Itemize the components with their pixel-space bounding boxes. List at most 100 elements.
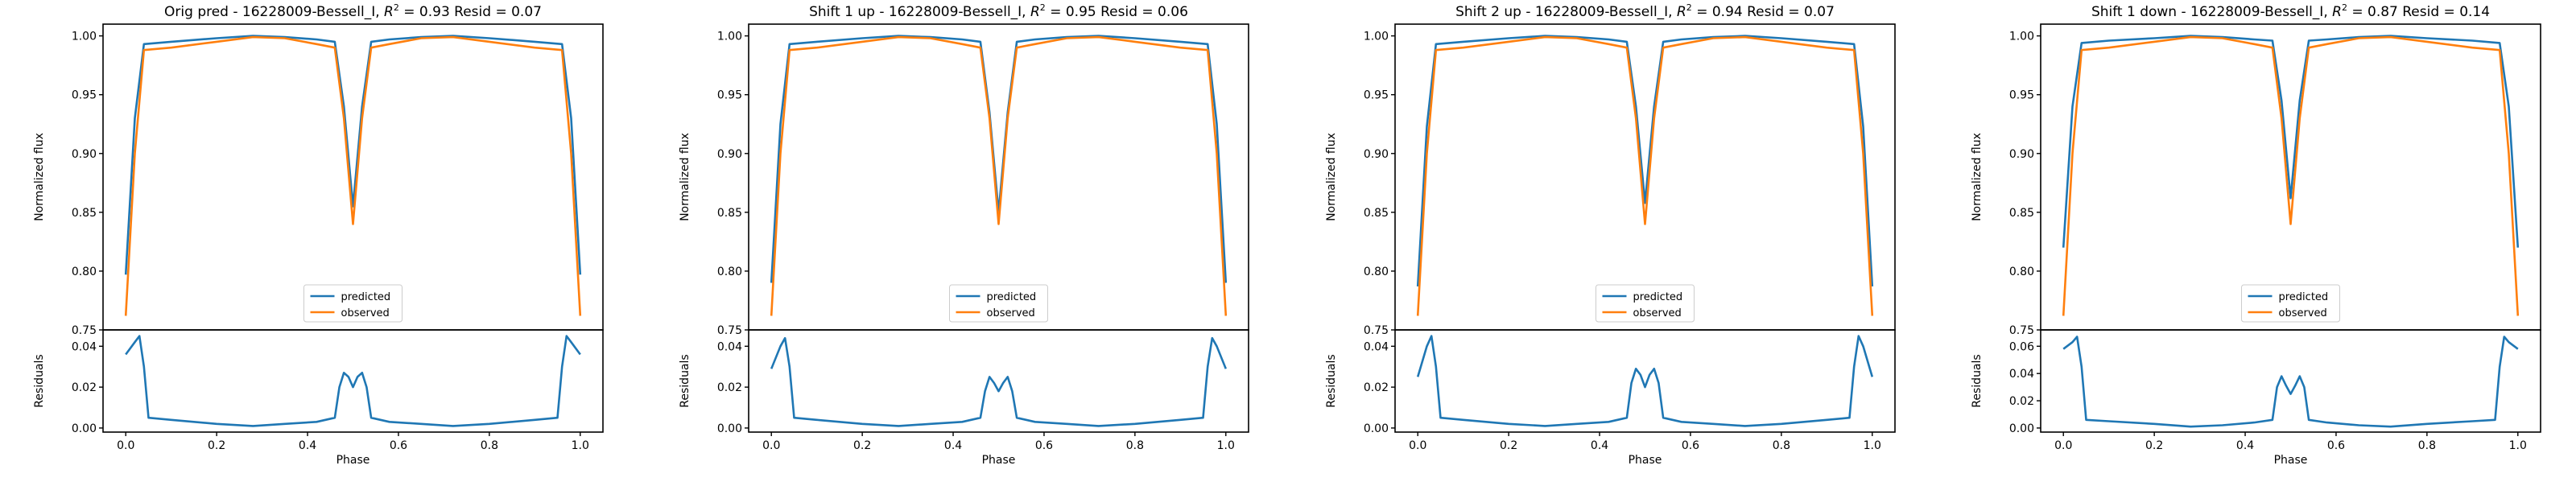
legend-label: observed [1633,307,1682,319]
y-axis-label: Normalized flux [33,133,46,221]
residual-y-tick-label: 0.04 [2009,368,2034,381]
residual-y-tick-label: 0.02 [1364,381,1389,394]
residual-y-tick-label: 0.04 [717,340,742,353]
x-tick-label: 0.4 [944,439,962,452]
x-axis-label: Phase [1629,454,1662,467]
y-tick-label: 0.95 [717,89,742,102]
residual-y-axis-label: Residuals [1971,354,1984,407]
chart-title: Shift 1 down - 16228009-Bessell_I, R2 = … [2091,2,2490,20]
y-tick-label: 0.75 [2009,324,2034,337]
legend-label: observed [341,307,390,319]
x-tick-label: 0.8 [481,439,498,452]
x-tick-label: 0.6 [1035,439,1053,452]
residual-y-tick-label: 0.04 [1364,340,1389,353]
y-tick-label: 1.00 [72,31,97,43]
subplot-1: Orig pred - 16228009-Bessell_I, R2 = 0.9… [33,2,604,467]
x-axis-label: Phase [336,454,370,467]
y-tick-label: 0.90 [1364,148,1389,161]
residual-y-tick-label: 0.02 [717,381,742,394]
x-tick-label: 0.8 [1773,439,1790,452]
y-tick-label: 0.90 [717,148,742,161]
residuals-line [770,336,1228,427]
x-tick-label: 0.4 [2236,439,2254,452]
y-tick-label: 0.85 [2009,207,2034,220]
main-axes-frame [102,23,604,331]
residual-y-tick-label: 0.00 [72,422,97,435]
residuals-line [2062,336,2519,428]
legend-label: observed [2279,307,2327,319]
x-tick-label: 1.0 [2509,439,2527,452]
x-tick-label: 0.6 [390,439,407,452]
x-tick-label: 1.0 [572,439,589,452]
x-tick-label: 0.0 [762,439,780,452]
residual-axes-frame [2040,329,2541,433]
y-tick-label: 1.00 [2009,31,2034,43]
y-tick-label: 0.80 [2009,266,2034,278]
legend-label: predicted [341,291,391,303]
y-axis-label: Normalized flux [1971,133,1984,221]
y-tick-label: 1.00 [717,31,742,43]
predicted-line [2062,35,2520,248]
residuals-line [1416,335,1874,427]
legend-label: observed [987,307,1035,319]
y-tick-label: 0.80 [717,266,742,278]
x-axis-label: Phase [2274,454,2308,467]
y-tick-label: 0.90 [72,148,97,161]
x-tick-label: 0.2 [208,439,225,452]
x-tick-label: 0.4 [299,439,316,452]
residual-axes-frame [748,329,1249,433]
observed-line [124,35,582,316]
y-tick-label: 0.75 [72,324,97,337]
residual-y-axis-label: Residuals [679,354,691,407]
legend-label: predicted [987,291,1037,303]
residual-y-tick-label: 0.00 [2009,422,2034,435]
residual-y-axis-label: Residuals [1325,354,1338,407]
x-tick-label: 1.0 [1864,439,1881,452]
subplot-3: Shift 2 up - 16228009-Bessell_I, R2 = 0.… [1325,2,1896,467]
legend-label: predicted [2279,291,2329,303]
x-tick-label: 0.4 [1591,439,1608,452]
chart-title: Shift 1 up - 16228009-Bessell_I, R2 = 0.… [809,2,1188,20]
residual-y-tick-label: 0.02 [72,381,97,394]
x-tick-label: 0.6 [1682,439,1699,452]
residual-axes-frame [102,329,604,433]
x-axis-label: Phase [982,454,1016,467]
legend-label: predicted [1633,291,1683,303]
predicted-line [770,35,1228,283]
residual-y-tick-label: 0.02 [2009,395,2034,408]
residual-y-tick-label: 0.00 [717,422,742,435]
x-tick-label: 0.8 [1126,439,1144,452]
residual-y-tick-label: 0.00 [1364,422,1389,435]
x-tick-label: 1.0 [1217,439,1235,452]
residual-y-tick-label: 0.04 [72,340,97,353]
y-tick-label: 0.95 [72,89,97,102]
y-axis-label: Normalized flux [679,133,691,221]
y-tick-label: 0.80 [72,266,97,278]
chart-title: Orig pred - 16228009-Bessell_I, R2 = 0.9… [164,2,542,20]
residuals-line [125,335,581,427]
y-tick-label: 0.75 [717,324,742,337]
main-axes-frame [2040,23,2541,331]
observed-line [1416,35,1874,316]
y-tick-label: 0.90 [2009,148,2034,161]
residual-y-tick-label: 0.06 [2009,340,2034,353]
y-tick-label: 0.95 [2009,89,2034,102]
y-tick-label: 0.85 [1364,207,1389,220]
main-axes-frame [748,23,1249,331]
x-tick-label: 0.2 [2145,439,2163,452]
subplot-4: Shift 1 down - 16228009-Bessell_I, R2 = … [1971,2,2541,467]
x-tick-label: 0.2 [1500,439,1517,452]
residual-y-axis-label: Residuals [33,354,46,407]
y-tick-label: 0.95 [1364,89,1389,102]
y-tick-label: 0.80 [1364,266,1389,278]
y-tick-label: 0.75 [1364,324,1389,337]
predicted-line [1416,35,1874,286]
residual-axes-frame [1394,329,1896,433]
predicted-line [124,35,582,275]
subplot-2: Shift 1 up - 16228009-Bessell_I, R2 = 0.… [679,2,1249,467]
x-tick-label: 0.0 [117,439,134,452]
main-axes-frame [1394,23,1896,331]
x-tick-label: 0.2 [853,439,871,452]
